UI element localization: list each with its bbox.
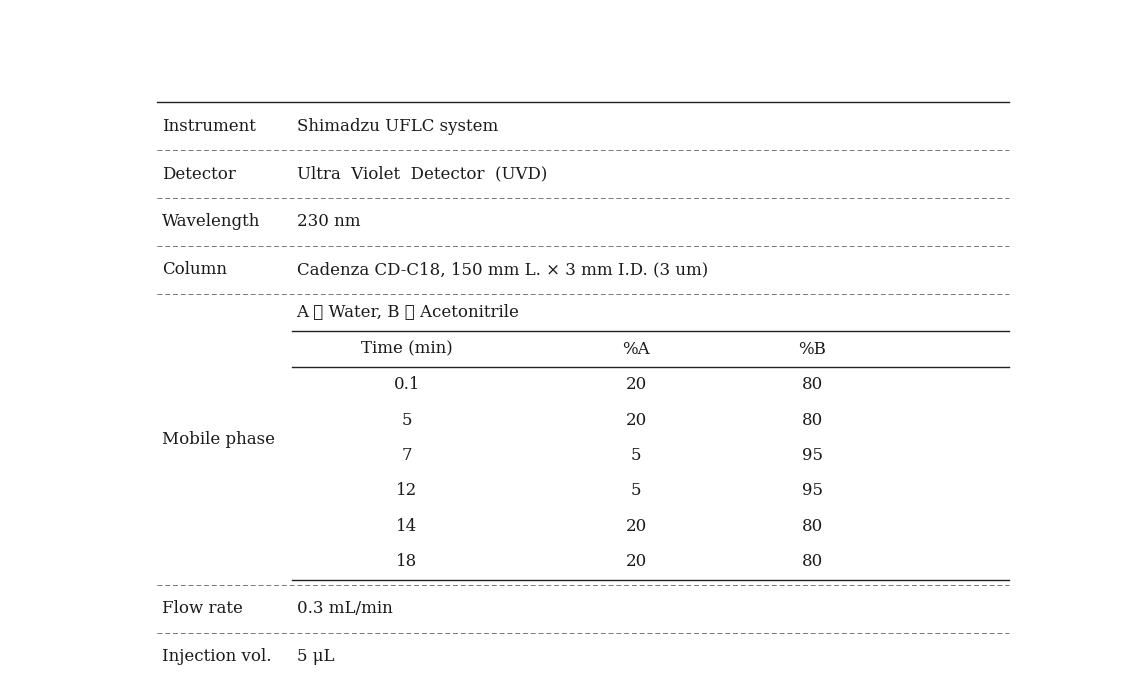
Text: 80: 80	[802, 376, 823, 393]
Text: 14: 14	[396, 518, 418, 535]
Text: 20: 20	[626, 412, 646, 429]
Text: 5: 5	[630, 447, 642, 464]
Text: 5: 5	[402, 412, 412, 429]
Text: 80: 80	[802, 518, 823, 535]
Text: 5 μL: 5 μL	[297, 649, 335, 665]
Text: 7: 7	[402, 447, 412, 464]
Text: Injection vol.: Injection vol.	[162, 649, 271, 665]
Text: 95: 95	[802, 447, 823, 464]
Text: 20: 20	[626, 553, 646, 570]
Text: 0.1: 0.1	[394, 376, 420, 393]
Text: %B: %B	[799, 341, 826, 357]
Text: Detector: Detector	[162, 166, 236, 183]
Text: 80: 80	[802, 553, 823, 570]
Text: Flow rate: Flow rate	[162, 600, 242, 617]
Text: %A: %A	[622, 341, 650, 357]
Text: Time (min): Time (min)	[361, 341, 453, 357]
Text: 80: 80	[802, 412, 823, 429]
Text: 230 nm: 230 nm	[297, 213, 360, 230]
Text: 20: 20	[626, 518, 646, 535]
Text: Cadenza CD-C18, 150 mm L. × 3 mm I.D. (3 um): Cadenza CD-C18, 150 mm L. × 3 mm I.D. (3…	[297, 261, 708, 278]
Text: Ultra  Violet  Detector  (UVD): Ultra Violet Detector (UVD)	[297, 166, 547, 183]
Text: 20: 20	[626, 376, 646, 393]
Text: 0.3 mL/min: 0.3 mL/min	[297, 600, 393, 617]
Text: Wavelength: Wavelength	[162, 213, 259, 230]
Text: 18: 18	[396, 553, 418, 570]
Text: 12: 12	[396, 483, 418, 500]
Text: Mobile phase: Mobile phase	[162, 431, 274, 448]
Text: Instrument: Instrument	[162, 118, 256, 135]
Text: A ： Water, B ： Acetonitrile: A ： Water, B ： Acetonitrile	[297, 304, 519, 321]
Text: Column: Column	[162, 261, 226, 278]
Text: 95: 95	[802, 483, 823, 500]
Text: Shimadzu UFLC system: Shimadzu UFLC system	[297, 118, 497, 135]
Text: 5: 5	[630, 483, 642, 500]
